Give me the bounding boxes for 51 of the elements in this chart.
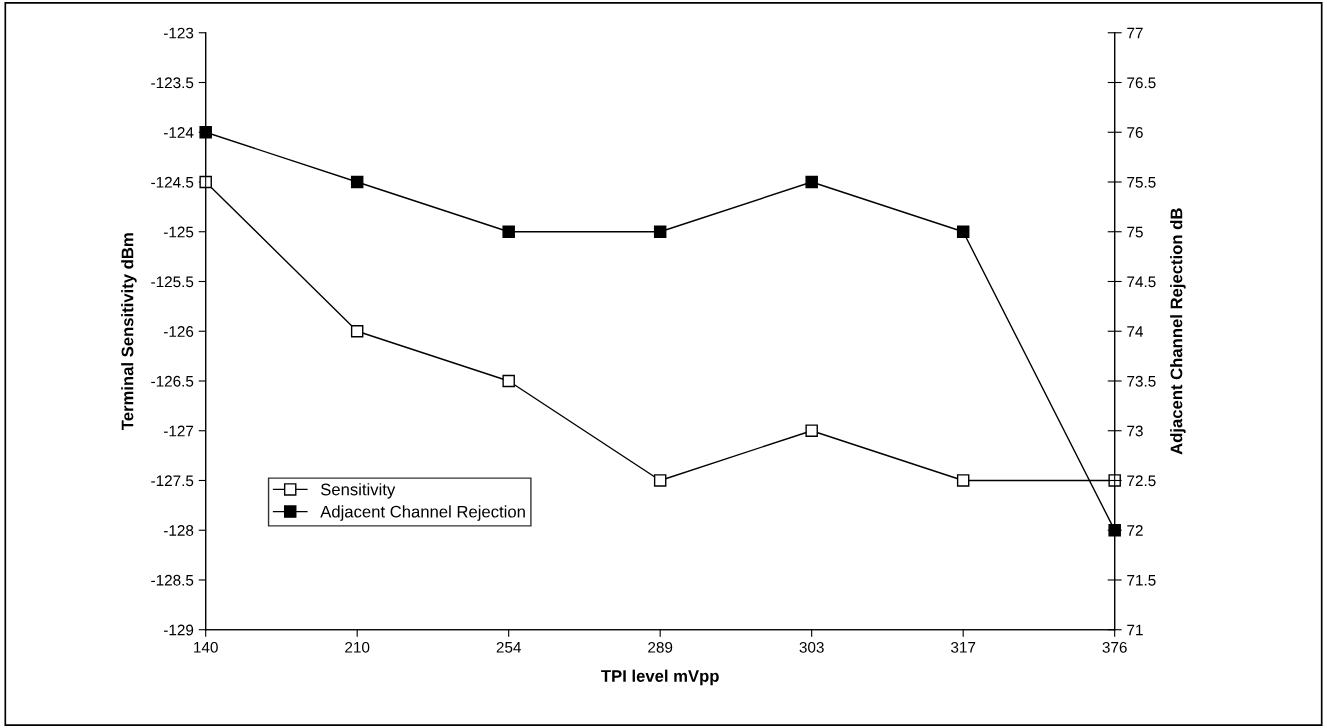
x-tick-label: 289 (648, 641, 673, 653)
y-tick-label: -127 (163, 425, 194, 437)
x-tick-label: 317 (951, 641, 976, 653)
y-tick-label: -124.5 (151, 176, 194, 188)
y-tick-label: -126.5 (151, 375, 194, 387)
point (502, 225, 515, 238)
y2-tick-label: 73.5 (1127, 375, 1156, 387)
y-tick-label: -124 (163, 127, 194, 138)
y2-tick-label: 75.5 (1127, 177, 1156, 188)
y2-axis-title: Adjacent Channel Rejection dB (1170, 208, 1186, 455)
y2-tick-label: 74.5 (1127, 276, 1156, 288)
x-tick-label: 254 (496, 641, 521, 653)
point (956, 225, 970, 238)
y2-tick-label: 76.5 (1127, 77, 1156, 89)
y-tick-label: -127.5 (151, 475, 194, 487)
point (199, 175, 212, 189)
y2-tick-label: 73 (1127, 425, 1143, 437)
point (1108, 474, 1121, 487)
y2-tick-label: 75 (1127, 226, 1143, 238)
x-tick-label: 303 (799, 641, 824, 653)
y2-tick-label: 74 (1127, 326, 1144, 337)
y-tick-label: -123.5 (151, 77, 194, 89)
y-tick-label: -123 (163, 27, 194, 39)
point (350, 175, 364, 189)
x-tick-label: 140 (194, 641, 218, 653)
y2-tick-label: 77 (1127, 27, 1143, 39)
y2-tick-label: 72.5 (1127, 475, 1156, 487)
y-tick-label: -128 (163, 525, 194, 536)
point (653, 474, 667, 487)
y2-tick-label: 76 (1127, 127, 1143, 138)
point (653, 225, 667, 238)
point (1108, 523, 1121, 537)
x-tick-label: 210 (345, 641, 370, 653)
point (805, 175, 818, 189)
y-tick-label: -129 (163, 624, 194, 636)
x-axis-title: TPI level mVpp (601, 669, 719, 686)
x-tick-label: 376 (1102, 641, 1127, 653)
point (350, 324, 364, 338)
y-axis-title: Terminal Sensitivity dBm (121, 233, 137, 430)
point (502, 374, 515, 388)
y2-tick-label: 71 (1127, 624, 1143, 636)
legend-label: Adjacent Channel Rejection (320, 505, 525, 521)
y2-tick-label: 71.5 (1127, 575, 1156, 586)
point (805, 424, 818, 437)
y2-tick-label: 72 (1127, 525, 1143, 536)
y-tick-label: -128.5 (151, 574, 194, 586)
y-tick-label: -125.5 (151, 276, 194, 288)
y-tick-label: -125 (163, 226, 194, 238)
legend-label: Sensitivity (320, 483, 396, 499)
point (956, 474, 970, 487)
y-tick-label: -126 (163, 326, 194, 337)
